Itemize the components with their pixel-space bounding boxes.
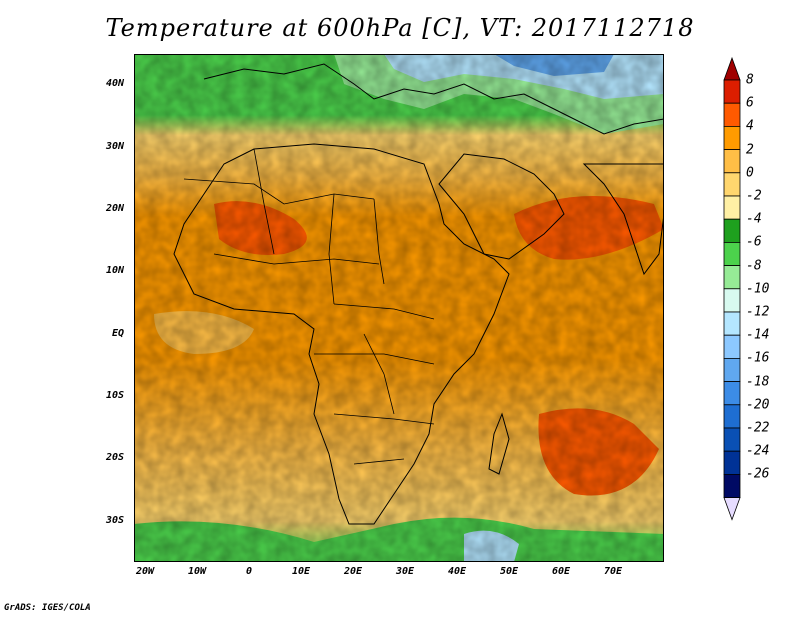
lon-label-50e: 50E <box>499 566 519 577</box>
colorbar-label: -4 <box>746 211 762 227</box>
map-texture <box>134 54 664 562</box>
lon-label-20w: 20W <box>135 566 155 577</box>
coastline-arabia <box>438 153 565 260</box>
coastline-madagascar <box>488 412 510 475</box>
lat-label-30s: 30S <box>105 515 124 526</box>
colorbar-label: -20 <box>746 397 770 413</box>
colorbar-swatch <box>723 172 741 197</box>
lat-label-20n: 20N <box>105 203 124 214</box>
lat-label-10s: 10S <box>105 390 124 401</box>
colorbar-swatch <box>723 381 741 406</box>
colorbar-swatch <box>723 311 741 336</box>
colorbar-swatch <box>723 450 741 475</box>
colorbar-label: -2 <box>746 188 762 204</box>
colorbar-label: 0 <box>746 165 754 181</box>
lon-label-10w: 10W <box>187 566 207 577</box>
colorbar-swatch <box>723 218 741 243</box>
colorbar-swatch <box>723 102 741 127</box>
colorbar-swatch <box>723 241 741 266</box>
colorbar-arrow-bottom <box>723 497 741 521</box>
lon-label-60e: 60E <box>551 566 571 577</box>
lon-label-40e: 40E <box>447 566 467 577</box>
colorbar-label: -6 <box>746 234 762 250</box>
colorbar-swatch <box>723 79 741 104</box>
colorbar-swatch <box>723 334 741 359</box>
map-border <box>134 54 664 562</box>
coastline-africa <box>173 143 510 525</box>
colorbar-swatch <box>723 288 741 313</box>
lat-label-10n: 10N <box>105 265 124 276</box>
lat-label-30n: 30N <box>105 141 124 152</box>
map-title: Temperature at 600hPa [C], VT: 201711271… <box>105 14 695 42</box>
colorbar-swatch <box>723 149 741 174</box>
colorbar-arrow-top <box>723 56 741 81</box>
lon-label-20e: 20E <box>343 566 363 577</box>
lon-label-10e: 10E <box>291 566 311 577</box>
credit-text: GrADS: IGES/COLA <box>4 603 91 613</box>
colorbar-label: -12 <box>746 304 770 320</box>
lon-label-30e: 30E <box>395 566 415 577</box>
colorbar-label: -8 <box>746 258 762 274</box>
colorbar <box>723 56 741 521</box>
colorbar-swatch <box>723 195 741 220</box>
lat-label-40n: 40N <box>105 78 124 89</box>
lon-label-0: 0 <box>245 566 253 577</box>
colorbar-label: -26 <box>746 466 770 482</box>
colorbar-label: -24 <box>746 443 770 459</box>
lat-label-20s: 20S <box>105 452 124 463</box>
colorbar-label: 2 <box>746 142 754 158</box>
colorbar-swatch <box>723 357 741 382</box>
colorbar-label: -14 <box>746 327 770 343</box>
colorbar-label: -16 <box>746 350 770 366</box>
colorbar-swatch <box>723 473 741 498</box>
lon-label-70e: 70E <box>603 566 623 577</box>
colorbar-label: -22 <box>746 420 770 436</box>
colorbar-label: 6 <box>746 95 754 111</box>
colorbar-swatch <box>723 265 741 290</box>
colorbar-swatch <box>723 126 741 151</box>
coastline-europe <box>203 63 664 135</box>
colorbar-label: 4 <box>746 118 754 134</box>
lat-label-eq: EQ <box>111 328 124 339</box>
colorbar-swatch <box>723 427 741 452</box>
colorbar-label: 8 <box>746 72 754 88</box>
colorbar-swatches <box>723 56 741 521</box>
colorbar-label: -10 <box>746 281 770 297</box>
colorbar-label: -18 <box>746 374 770 390</box>
coastline-india <box>582 163 664 276</box>
country-borders <box>183 148 435 465</box>
colorbar-swatch <box>723 404 741 429</box>
temperature-map <box>134 54 664 562</box>
